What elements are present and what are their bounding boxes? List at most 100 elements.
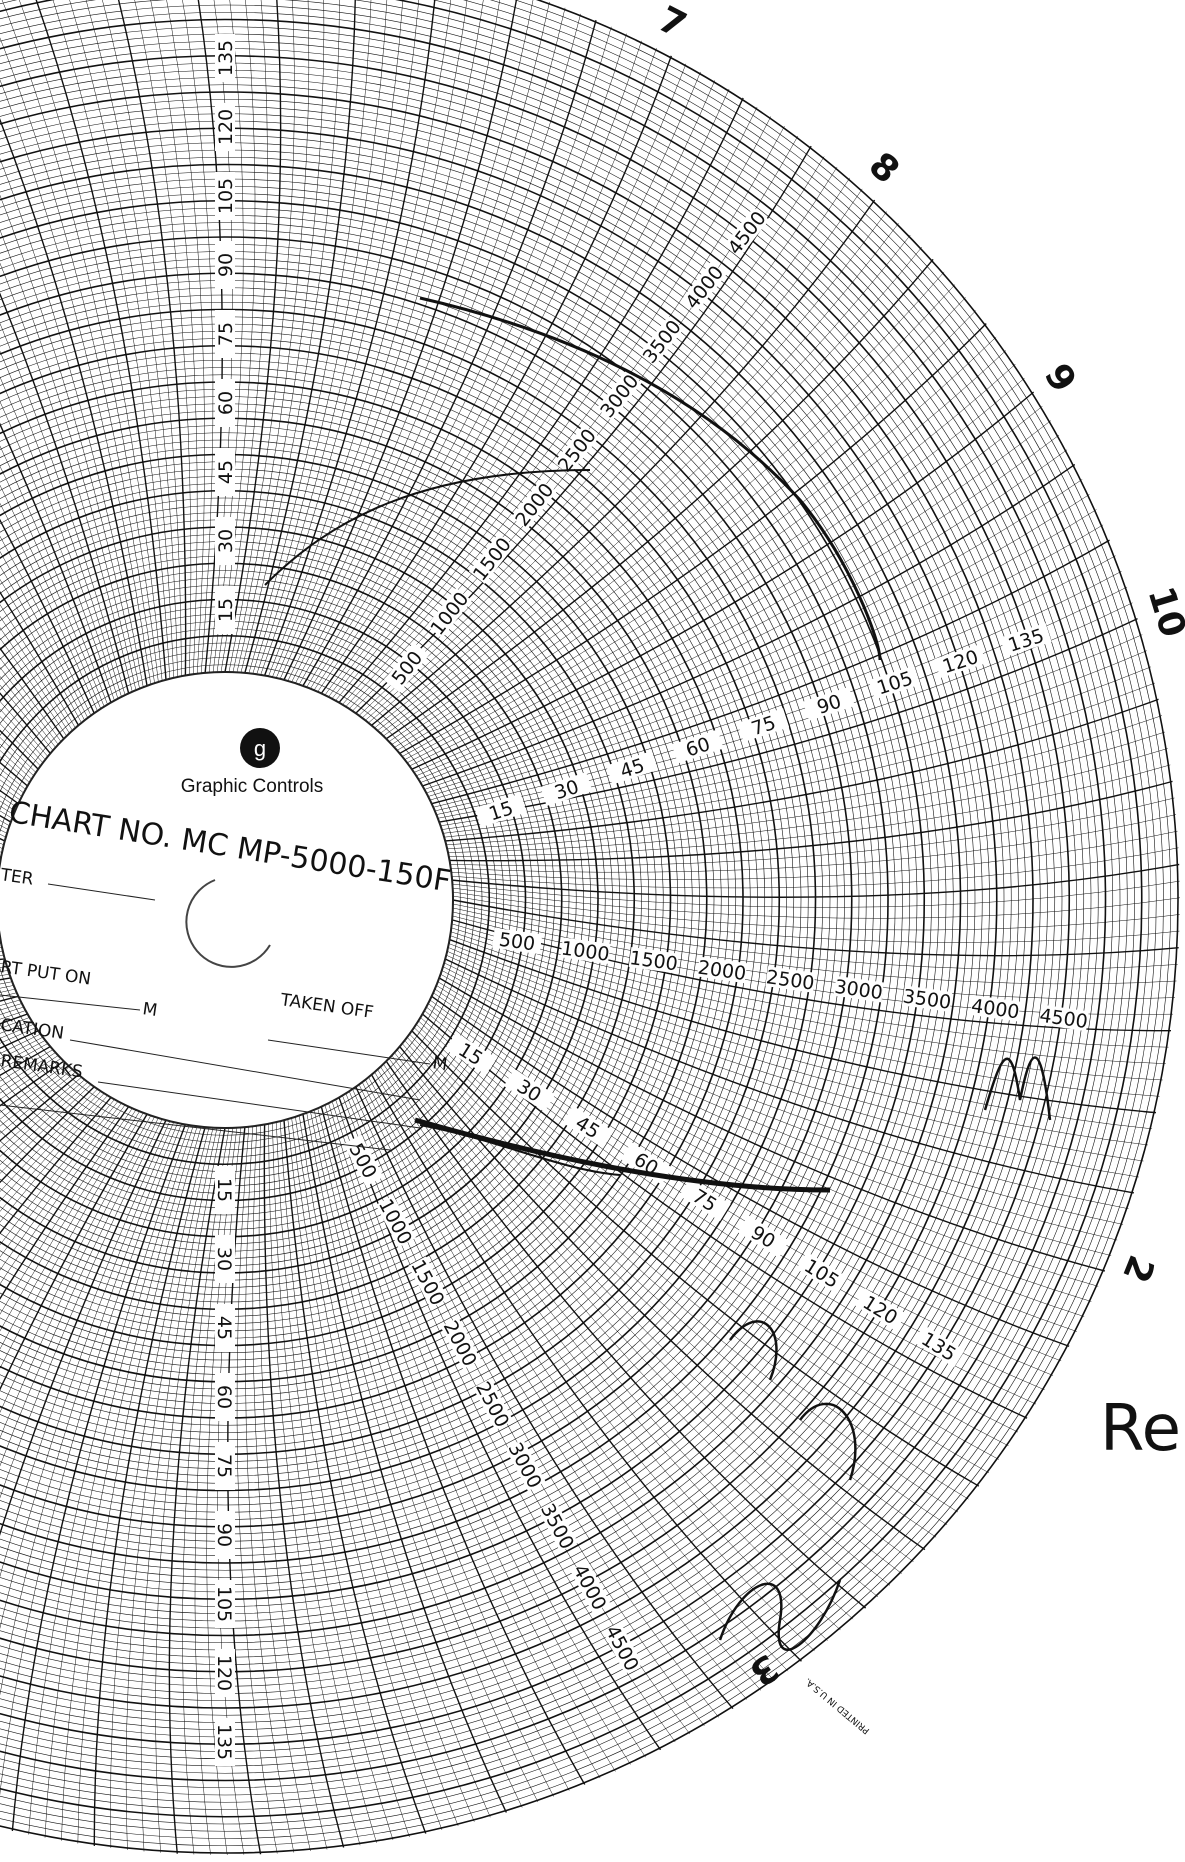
label-bg (343, 1134, 384, 1187)
time-line (268, 1123, 361, 1846)
ring (0, 229, 896, 1571)
field-line (47, 883, 156, 901)
time-line (0, 49, 112, 703)
time-line (0, 0, 140, 689)
label-bg (215, 34, 235, 82)
time-line (440, 974, 1112, 1256)
label-bg (474, 793, 527, 828)
time-line (287, 0, 535, 681)
time-line (279, 0, 503, 679)
time-line (110, 1127, 210, 1849)
time-line (433, 992, 1078, 1332)
ring (0, 439, 686, 1361)
time-line (168, 1127, 226, 1854)
time-line (244, 0, 357, 674)
time-line (89, 0, 182, 677)
time-line (450, 814, 1177, 873)
label-bg (562, 1105, 614, 1149)
time-line (313, 40, 642, 691)
time-line (0, 180, 67, 737)
time-line (220, 0, 268, 673)
ring (0, 512, 613, 1288)
scale-label: 120 (213, 1655, 235, 1691)
time-line (348, 125, 785, 709)
time-line (122, 0, 192, 675)
time-line (451, 927, 1166, 1064)
time-line (441, 650, 1147, 830)
time-line (377, 1069, 828, 1641)
time-line (411, 1030, 980, 1487)
time-line (447, 947, 1149, 1146)
time-line (422, 463, 1076, 787)
brand: Graphic Controls (181, 776, 324, 797)
time-line (450, 797, 1175, 867)
time-line (431, 995, 1070, 1348)
time-line (444, 958, 1135, 1194)
time-line (385, 258, 934, 740)
ring (0, 0, 1157, 1832)
time-line (331, 80, 716, 699)
time-line (0, 0, 144, 688)
scale-label: 105 (215, 178, 237, 214)
logo (240, 728, 280, 768)
time-line (441, 970, 1118, 1241)
field-line (0, 994, 141, 1011)
label-bg (737, 708, 790, 743)
label-bg (560, 937, 611, 964)
time-line (0, 0, 155, 684)
time-line (358, 1084, 748, 1700)
time-line (93, 1126, 206, 1847)
ring (0, 84, 1041, 1716)
time-line (409, 377, 1025, 767)
time-line (416, 1023, 1000, 1460)
time-line (0, 100, 92, 716)
time-line (276, 0, 487, 678)
label-bg (913, 1324, 965, 1368)
time-line (385, 1060, 867, 1609)
label-bg (215, 1718, 235, 1766)
time-line (0, 1123, 182, 1828)
time-line (302, 19, 597, 687)
time-line (429, 999, 1062, 1362)
time-line (272, 1123, 377, 1843)
label-bg (901, 985, 953, 1012)
time-line (0, 128, 82, 723)
label-bg (468, 533, 515, 584)
time-line (451, 830, 1178, 880)
scale-label: 500 (498, 929, 537, 956)
ring (0, 163, 962, 1637)
time-line (268, 0, 455, 677)
time-line (448, 943, 1153, 1130)
ring (0, 98, 1027, 1702)
time-line (0, 1115, 151, 1787)
time-line (324, 1104, 601, 1779)
scale-label: 135 (215, 40, 237, 76)
label-bg (215, 1511, 235, 1559)
ring (0, 0, 1150, 1825)
label-bg (681, 261, 727, 312)
time-line (0, 0, 152, 685)
time-line (368, 188, 863, 724)
label-bg (215, 172, 235, 220)
label-bg (215, 1373, 235, 1421)
label-bg (215, 1580, 235, 1628)
time-line (306, 26, 612, 688)
time-line (447, 731, 1166, 849)
time-line (383, 246, 923, 737)
time-line (446, 954, 1139, 1178)
label-bg (215, 241, 235, 289)
time-line (0, 9, 133, 692)
time-line (155, 0, 205, 674)
label-bg (491, 927, 543, 955)
time-line (7, 0, 163, 681)
ring (0, 26, 1099, 1774)
ring (0, 171, 954, 1629)
scale-label: 60 (215, 391, 237, 415)
ring (0, 577, 548, 1223)
time-line (0, 3, 137, 691)
time-line (0, 148, 76, 729)
scale-label: 105 (213, 1586, 235, 1622)
time-line (245, 1126, 295, 1853)
label-bg (215, 517, 235, 565)
